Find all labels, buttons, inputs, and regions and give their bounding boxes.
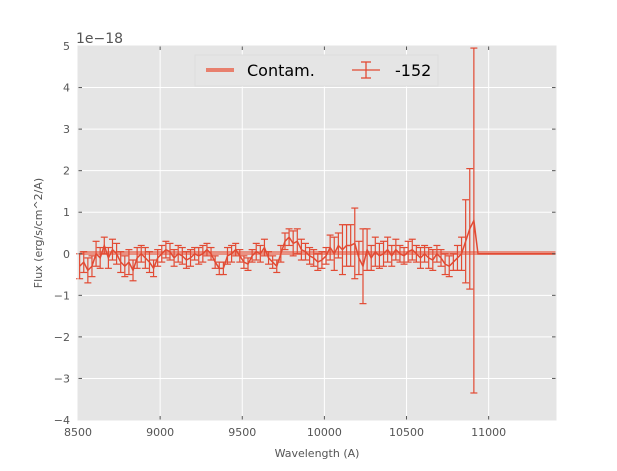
x-tick-label: 10500 (389, 426, 424, 439)
legend-contam-label: Contam. (247, 61, 315, 80)
y-axis-label: Flux (erg/s/cm^2/A) (32, 178, 45, 288)
x-axis-label: Wavelength (A) (275, 447, 360, 460)
y-tick-label: −2 (54, 331, 70, 344)
x-tick-label: 8500 (64, 426, 92, 439)
spectrum-line (79, 217, 556, 273)
x-tick-label: 11000 (471, 426, 506, 439)
legend-box (194, 54, 439, 87)
y-tick-label: 1 (63, 206, 70, 219)
ticks: 8500 9000 9500 10000 10500 11000 −4 −3 −2 −1 0 1 2 3 4… (54, 40, 557, 439)
y-tick-label: −4 (54, 414, 70, 427)
legend-errorbar-swatch (352, 61, 380, 79)
y-tick-label: 0 (63, 248, 70, 261)
legend-series-label: -152 (395, 61, 431, 80)
plot-frame (77, 45, 557, 421)
x-tick-label: 9500 (228, 426, 256, 439)
x-tick-label: 10000 (307, 426, 342, 439)
x-tick-label: 9000 (146, 426, 174, 439)
y-tick-label: −1 (54, 289, 70, 302)
y-tick-label: 5 (63, 40, 70, 53)
offset-label: 1e−18 (76, 31, 123, 47)
y-tick-label: 3 (63, 123, 70, 136)
y-tick-label: 2 (63, 165, 70, 178)
legend: Contam. -152 (194, 54, 439, 87)
spectrum-series (76, 47, 556, 394)
plot-background (78, 46, 556, 420)
y-tick-label: 4 (63, 82, 70, 95)
y-tick-label: −3 (54, 372, 70, 385)
